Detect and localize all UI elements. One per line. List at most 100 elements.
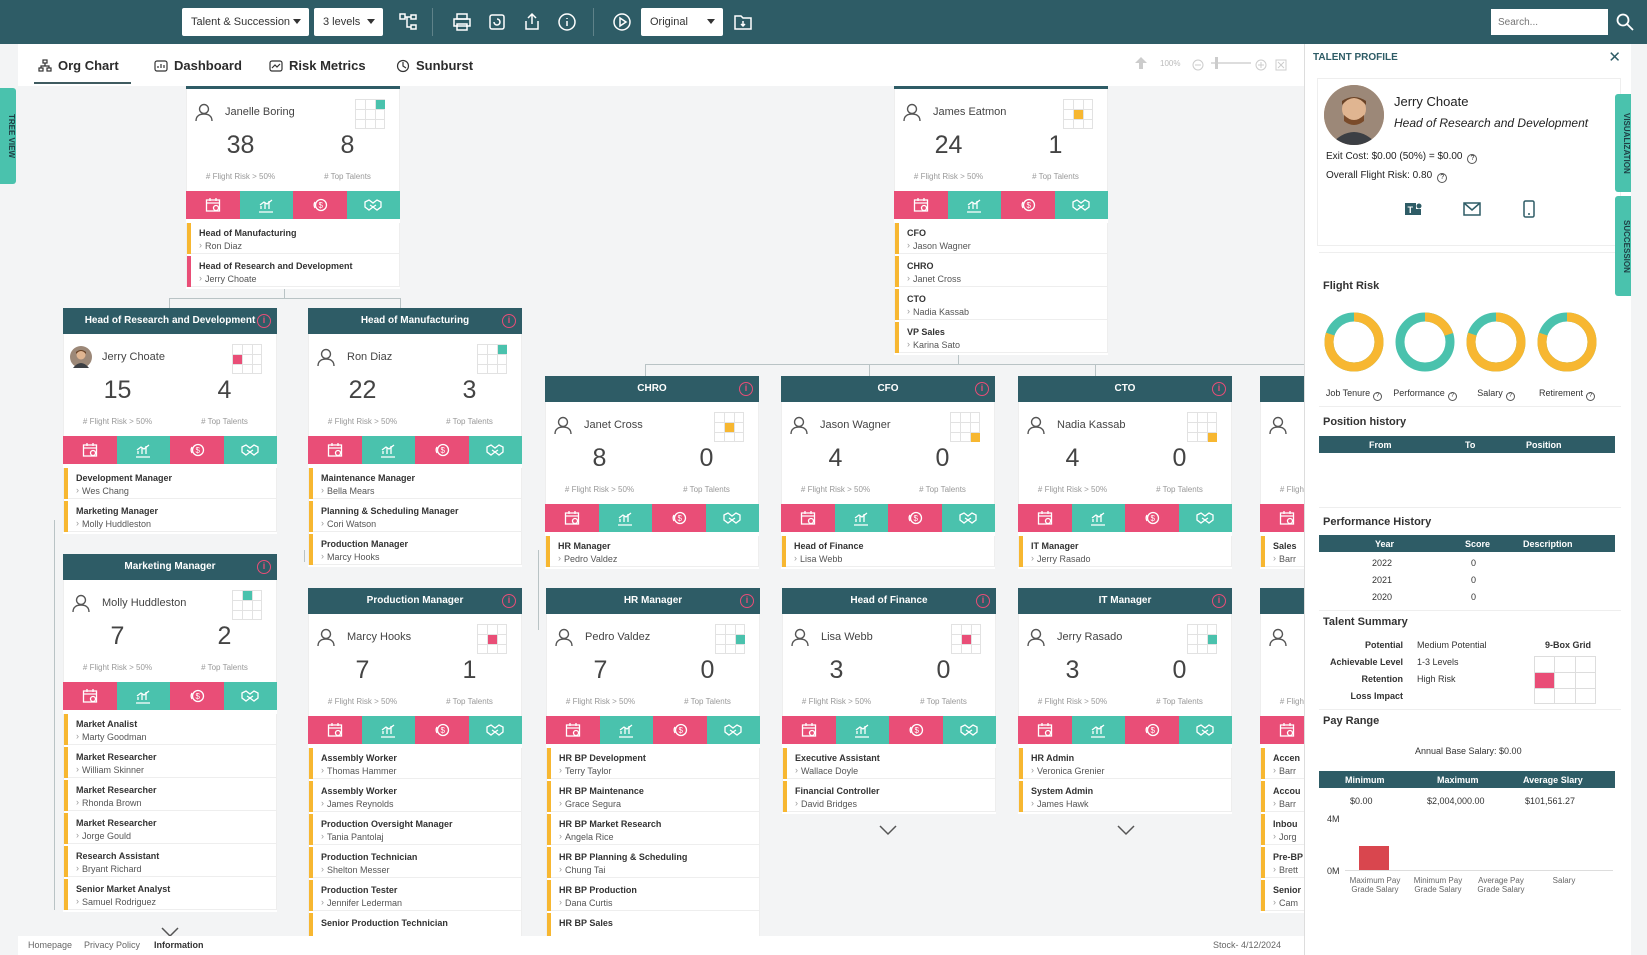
node-action-button[interactable] [116,682,170,710]
info-icon[interactable]: i [739,382,753,396]
money-icon[interactable]: $ [189,688,205,704]
list-item[interactable]: Market AnalistMarty Goodman [64,714,276,745]
handshake-icon[interactable] [364,197,382,213]
node-action-button[interactable] [1178,716,1232,744]
info-icon[interactable]: i [740,594,754,608]
calendar-icon[interactable] [327,722,343,738]
node-action-button[interactable] [705,504,759,532]
money-icon[interactable]: $ [1144,722,1160,738]
node-action-button[interactable] [835,716,889,744]
org-node[interactable]: Marketing Manager i Molly Huddleston 7 2 # Fl… [63,554,277,912]
zoom-slider[interactable] [1211,62,1251,64]
chart-icon[interactable] [617,510,633,526]
chart-icon[interactable] [618,722,634,738]
list-item[interactable]: Production ManagerMarcy Hooks [309,534,521,565]
list-item[interactable]: Financial ControllerDavid Bridges [783,781,995,812]
node-action-button[interactable] [782,716,836,744]
info-icon[interactable]: i [502,594,516,608]
chart-icon[interactable] [380,722,396,738]
calendar-icon[interactable] [82,688,98,704]
list-item[interactable]: HR AdminVeronica Grenier [1019,748,1231,779]
org-node[interactable]: IT Manager i Jerry Rasado 3 0 # Flight Risk >… [1018,588,1232,814]
list-item[interactable]: Assembly WorkerThomas Hammer [309,748,521,779]
levels-select[interactable]: 3 levels [314,8,383,36]
node-action-button[interactable] [223,682,277,710]
org-node[interactable]: CTO i Nadia Kassab 4 0 # Flight Risk > 50% # T… [1018,376,1232,569]
play-icon[interactable] [612,12,632,32]
list-item[interactable]: HR BP Sales [547,913,759,936]
info-icon[interactable]: i [1212,594,1226,608]
node-action-button[interactable] [468,716,522,744]
node-action-button[interactable]: $ [415,436,469,464]
node-action-button[interactable]: $ [170,682,224,710]
fit-screen-icon[interactable] [1275,57,1287,73]
node-action-button[interactable] [308,436,362,464]
node-action-button[interactable] [894,191,948,219]
org-node[interactable]: Janelle Boring 38 8 # Flight Risk > 50% # To… [186,86,400,289]
node-action-button[interactable] [1018,504,1072,532]
handshake-icon[interactable] [1196,722,1214,738]
money-icon[interactable]: $ [1020,197,1036,213]
phone-icon[interactable] [1520,200,1538,218]
list-item[interactable]: Production TechnicianShelton Messer [309,847,521,878]
list-item[interactable]: SeniorCam [1261,880,1304,911]
list-item[interactable]: Production Oversight ManagerTania Pantol… [309,814,521,845]
handshake-icon[interactable] [960,722,978,738]
tab-sunburst[interactable]: Sunburst [396,58,473,73]
refresh-icon[interactable] [487,12,507,32]
homepage-link[interactable]: Homepage [28,940,73,950]
teams-icon[interactable]: T [1404,200,1422,218]
info-icon[interactable] [557,12,577,32]
calendar-icon[interactable] [913,197,929,213]
node-action-button[interactable]: $ [170,436,224,464]
calendar-icon[interactable] [801,722,817,738]
chart-icon[interactable] [1090,722,1106,738]
folder-icon[interactable] [733,12,753,32]
list-item[interactable]: CFOJason Wagner [895,223,1107,254]
list-item[interactable]: Pre-BPBrett [1261,847,1304,878]
node-action-button[interactable]: $ [415,716,469,744]
help-icon[interactable]: ? [1447,392,1457,401]
node-action-button[interactable] [346,191,400,219]
list-item[interactable]: Market ResearcherRhonda Brown [64,780,276,811]
chart-icon[interactable] [854,722,870,738]
node-action-button[interactable] [941,504,995,532]
org-node[interactable]: # Flight Risk > 50% $ SalesBarr [1260,376,1304,569]
money-icon[interactable]: $ [434,722,450,738]
org-node[interactable]: CHRO i Janet Cross 8 0 # Flight Risk > 50% # T… [545,376,759,569]
list-item[interactable]: Executive AssistantWallace Doyle [783,748,995,779]
list-item[interactable]: HR BP Planning & SchedulingChung Tai [547,847,759,878]
view-select[interactable]: Talent & Succession [182,8,309,36]
node-action-button[interactable] [781,504,835,532]
visualization-tab[interactable]: VISUALIZATION [1615,94,1631,192]
info-icon[interactable]: i [1212,382,1226,396]
print-icon[interactable] [452,12,472,32]
handshake-icon[interactable] [723,510,741,526]
chart-icon[interactable] [853,510,869,526]
list-item[interactable]: IT ManagerJerry Rasado [1019,536,1231,567]
chart-icon[interactable] [1090,510,1106,526]
list-item[interactable]: CHROJanet Cross [895,256,1107,287]
info-icon[interactable]: i [502,314,516,328]
hierarchy-icon[interactable] [398,12,418,32]
list-item[interactable]: Production TesterJennifer Lederman [309,880,521,911]
calendar-icon[interactable] [82,442,98,458]
handshake-icon[interactable] [486,442,504,458]
handshake-icon[interactable] [241,442,259,458]
tab-risk-metrics[interactable]: Risk Metrics [269,58,366,73]
node-action-button[interactable] [1071,716,1125,744]
node-action-button[interactable] [546,716,600,744]
list-item[interactable]: Head of ManufacturingRon Diaz [187,223,399,254]
calendar-icon[interactable] [205,197,221,213]
list-item[interactable]: Head of FinanceLisa Webb [782,536,994,567]
node-action-button[interactable] [1018,716,1072,744]
node-action-button[interactable] [942,716,996,744]
information-link[interactable]: Information [154,940,204,950]
list-item[interactable]: Head of Research and DevelopmentJerry Ch… [187,256,399,287]
node-action-button[interactable] [186,191,240,219]
calendar-icon[interactable] [327,442,343,458]
share-icon[interactable] [522,12,542,32]
chart-icon[interactable] [966,197,982,213]
org-node[interactable]: HR Manager i Pedro Valdez 7 0 # Flight Risk >… [546,588,760,936]
list-item[interactable]: HR BP Market ResearchAngela Rice [547,814,759,845]
